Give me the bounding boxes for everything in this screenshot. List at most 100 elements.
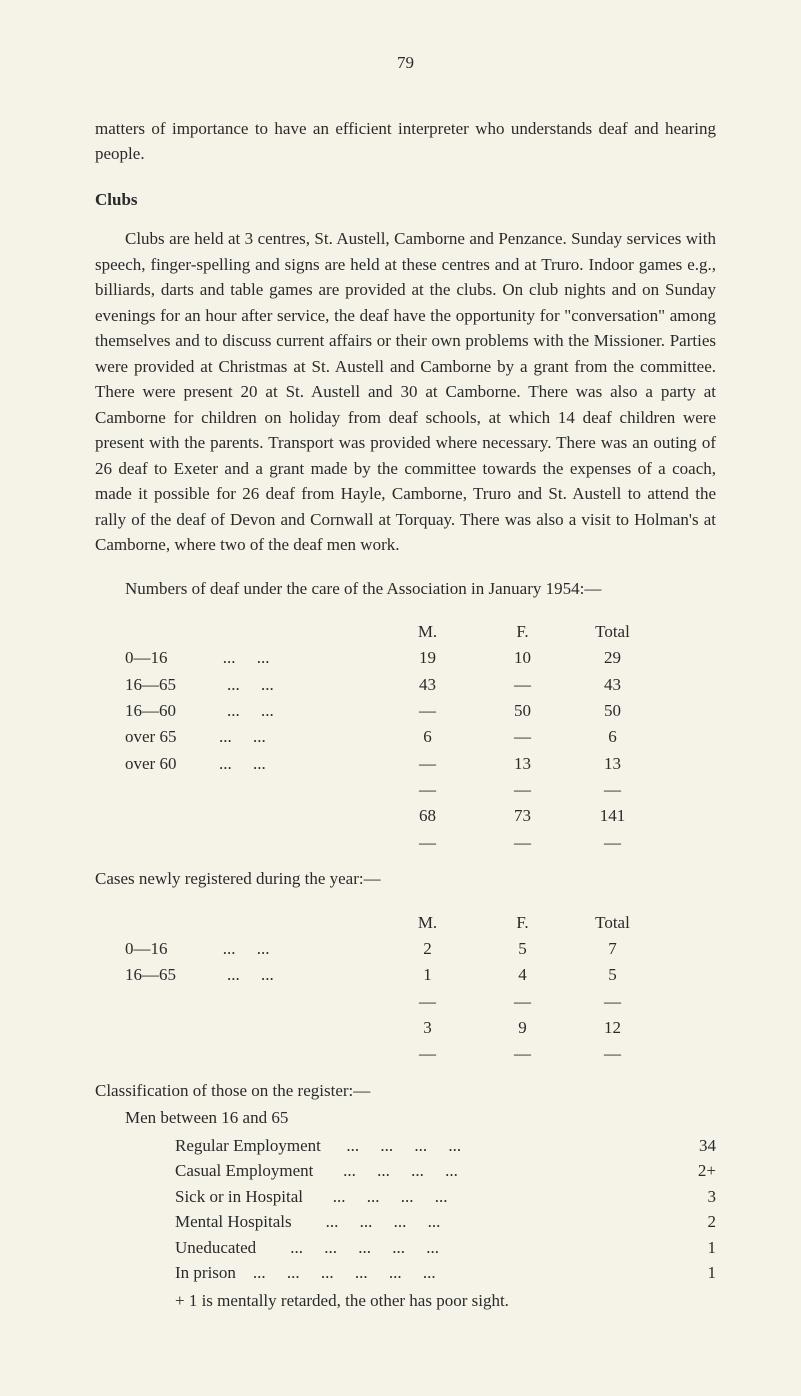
cls-label: Sick or in Hospital	[175, 1184, 303, 1210]
row-f: 10	[475, 645, 570, 671]
cls-value: 2	[656, 1209, 716, 1235]
cls-dots: ... ... ... ... ...	[256, 1235, 656, 1261]
row-m: 1	[380, 962, 475, 988]
table1-header: M. F. Total	[125, 619, 716, 645]
table2-header-total: Total	[570, 910, 655, 936]
rule-f: —	[475, 989, 570, 1015]
rule-total: —	[570, 830, 655, 856]
cls-value: 3	[656, 1184, 716, 1210]
rule-total: —	[570, 989, 655, 1015]
classification-row: Sick or in Hospital ... ... ... ... 3	[175, 1184, 716, 1210]
cls-label: Casual Employment	[175, 1158, 313, 1184]
page-number: 79	[95, 50, 716, 76]
row-label: over 65 ... ...	[125, 724, 380, 750]
cls-dots: ... ... ... ...	[292, 1209, 656, 1235]
cls-dots: ... ... ... ...	[303, 1184, 656, 1210]
table2-totals: 3 9 12	[125, 1015, 716, 1041]
totals-m: 3	[380, 1015, 475, 1041]
table2-header-m: M.	[380, 910, 475, 936]
table-row: 0—16 ... ... 19 10 29	[125, 645, 716, 671]
table1-header-blank	[125, 619, 380, 645]
row-m: 6	[380, 724, 475, 750]
classification-row: Casual Employment ... ... ... ... 2+	[175, 1158, 716, 1184]
row-m: —	[380, 751, 475, 777]
row-total: 43	[570, 672, 655, 698]
row-f: 50	[475, 698, 570, 724]
table1-header-m: M.	[380, 619, 475, 645]
classification-note: + 1 is mentally retarded, the other has …	[175, 1288, 716, 1314]
table2-caption: Cases newly registered during the year:—	[95, 866, 716, 892]
rule-m: —	[380, 989, 475, 1015]
table2-rule2: — — —	[125, 1041, 716, 1067]
cls-dots: ... ... ... ...	[313, 1158, 656, 1184]
cls-value: 1	[656, 1235, 716, 1261]
row-label: 0—16 ... ...	[125, 936, 380, 962]
row-total: 50	[570, 698, 655, 724]
cls-label: In prison ...	[175, 1260, 266, 1286]
cls-value: 1	[656, 1260, 716, 1286]
row-m: 2	[380, 936, 475, 962]
rule-m: —	[380, 1041, 475, 1067]
row-total: 6	[570, 724, 655, 750]
rule-m: —	[380, 777, 475, 803]
totals-f: 73	[475, 803, 570, 829]
row-label: over 60 ... ...	[125, 751, 380, 777]
cls-label: Regular Employment	[175, 1133, 321, 1159]
table1-header-total: Total	[570, 619, 655, 645]
row-total: 13	[570, 751, 655, 777]
intro-paragraph: matters of importance to have an efficie…	[95, 116, 716, 167]
classification-table: Men between 16 and 65 Regular Employment…	[125, 1105, 716, 1313]
classification-row: In prison ... ... ... ... ... ... 1	[175, 1260, 716, 1286]
rule-f: —	[475, 830, 570, 856]
rule-f: —	[475, 777, 570, 803]
table1-totals: 68 73 141	[125, 803, 716, 829]
table1-header-f: F.	[475, 619, 570, 645]
classification-row: Uneducated ... ... ... ... ... 1	[175, 1235, 716, 1261]
row-total: 5	[570, 962, 655, 988]
table1-rule2: — — —	[125, 830, 716, 856]
row-total: 29	[570, 645, 655, 671]
classification-row: Mental Hospitals ... ... ... ... 2	[175, 1209, 716, 1235]
cls-value: 2+	[656, 1158, 716, 1184]
row-f: 5	[475, 936, 570, 962]
table-row: over 60 ... ... — 13 13	[125, 751, 716, 777]
row-label: 16—65 ... ...	[125, 962, 380, 988]
table2-rule: — — —	[125, 989, 716, 1015]
row-total: 7	[570, 936, 655, 962]
row-f: 13	[475, 751, 570, 777]
table1: M. F. Total 0—16 ... ... 19 10 29 16—65 …	[125, 619, 716, 856]
cls-value: 34	[656, 1133, 716, 1159]
row-m: 19	[380, 645, 475, 671]
totals-total: 141	[570, 803, 655, 829]
cls-label: Uneducated	[175, 1235, 256, 1261]
cls-label: Mental Hospitals	[175, 1209, 292, 1235]
totals-total: 12	[570, 1015, 655, 1041]
row-m: —	[380, 698, 475, 724]
row-f: 4	[475, 962, 570, 988]
classification-subheading: Men between 16 and 65	[125, 1105, 716, 1131]
cls-dots: ... ... ... ... ...	[266, 1260, 656, 1286]
table1-caption: Numbers of deaf under the care of the As…	[95, 576, 716, 602]
clubs-heading: Clubs	[95, 187, 716, 213]
row-f: —	[475, 724, 570, 750]
table2-header-f: F.	[475, 910, 570, 936]
classification-row: Regular Employment ... ... ... ... 34	[175, 1133, 716, 1159]
table2-header: M. F. Total	[125, 910, 716, 936]
row-m: 43	[380, 672, 475, 698]
table2: M. F. Total 0—16 ... ... 2 5 7 16—65 ...…	[125, 910, 716, 1068]
totals-m: 68	[380, 803, 475, 829]
table-row: over 65 ... ... 6 — 6	[125, 724, 716, 750]
classification-heading: Classification of those on the register:…	[95, 1078, 716, 1104]
table-row: 16—60 ... ... — 50 50	[125, 698, 716, 724]
page: 79 matters of importance to have an effi…	[0, 0, 801, 1396]
table-row: 16—65 ... ... 43 — 43	[125, 672, 716, 698]
rule-f: —	[475, 1041, 570, 1067]
table-row: 0—16 ... ... 2 5 7	[125, 936, 716, 962]
row-f: —	[475, 672, 570, 698]
row-label: 0—16 ... ...	[125, 645, 380, 671]
row-label: 16—60 ... ...	[125, 698, 380, 724]
rule-m: —	[380, 830, 475, 856]
clubs-paragraph: Clubs are held at 3 centres, St. Austell…	[95, 226, 716, 558]
row-label: 16—65 ... ...	[125, 672, 380, 698]
table-row: 16—65 ... ... 1 4 5	[125, 962, 716, 988]
